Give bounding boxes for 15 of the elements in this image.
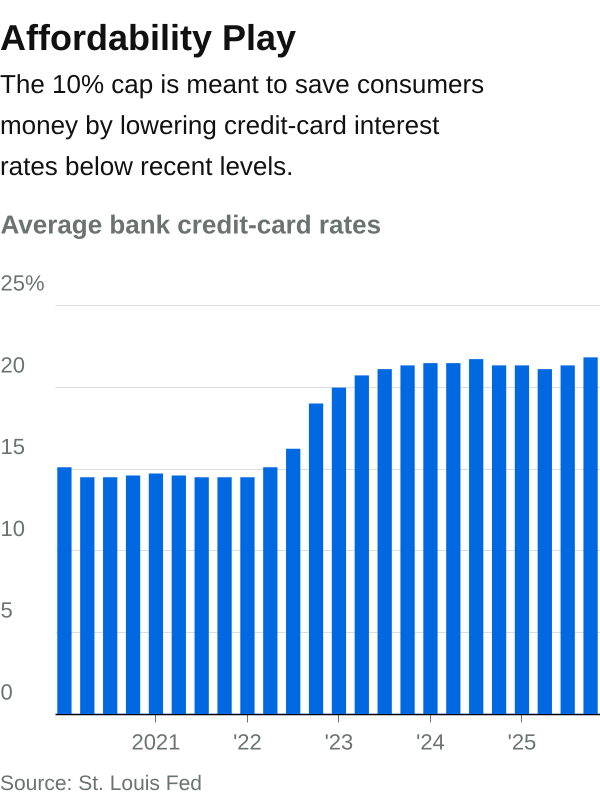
y-axis-title: Average bank credit-card rates xyxy=(0,210,382,240)
x-tick-label: '22 xyxy=(233,730,262,754)
chart-title: Affordability Play xyxy=(0,17,296,58)
source-note: Source: St. Louis Fed xyxy=(0,772,202,795)
x-tick-label: '24 xyxy=(416,730,445,754)
y-tick-label: 15 xyxy=(0,434,25,460)
x-tick-label: '23 xyxy=(324,730,354,754)
y-tick-label: 10 xyxy=(0,516,25,541)
x-tick-label: '25 xyxy=(508,730,536,754)
y-tick-label: 25% xyxy=(0,270,45,296)
y-tick-label: 5 xyxy=(0,598,13,623)
x-tick-label: 2021 xyxy=(131,730,180,754)
y-tick-label: 20 xyxy=(0,352,25,378)
y-tick-label: 0 xyxy=(0,680,13,704)
chart-subtitle: The 10% cap is meant to save consumers money by lowering credit-card interest rates below recent levels. xyxy=(0,69,484,181)
